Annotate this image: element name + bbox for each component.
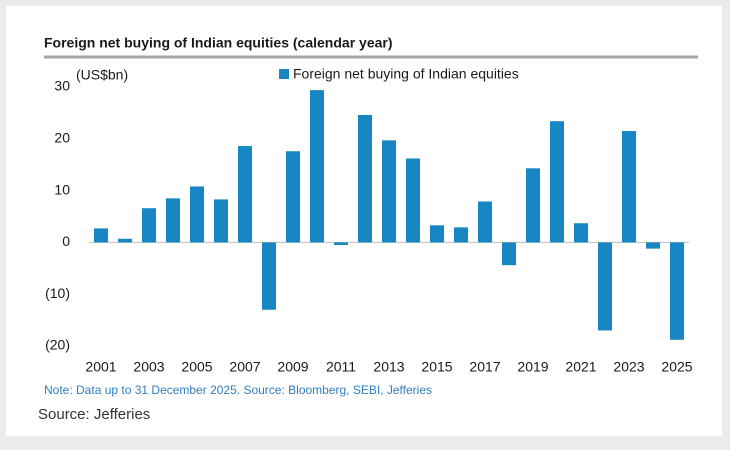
bar [670,242,684,340]
chart-title: Foreign net buying of Indian equities (c… [44,35,393,51]
bar [478,201,492,243]
y-tick-label: 10 [54,181,70,197]
x-tick-label: 2005 [181,359,212,375]
bar [286,151,300,243]
x-tick-label: 2015 [421,359,452,375]
bar [598,242,612,331]
bar [310,90,324,243]
y-tick-label: 0 [62,233,70,249]
source: Source: Jefferies [38,406,150,423]
bar [358,114,372,243]
bar [502,242,516,266]
bar [142,208,156,243]
y-tick-label: (20) [45,337,70,353]
bar [190,186,204,243]
y-tick-label: 30 [54,78,70,94]
bar [574,223,588,243]
bar [430,225,444,243]
y-axis-label: (US$bn) [76,67,128,83]
bar [526,168,540,243]
y-tick-label: 20 [54,130,70,146]
x-tick-label: 2007 [229,359,260,375]
bar [262,242,276,310]
x-tick-label: 2013 [373,359,404,375]
bar [166,198,180,243]
bar [550,121,564,243]
x-tick-label: 2025 [661,359,692,375]
x-tick-label: 2011 [326,359,356,375]
bar [622,131,636,243]
bar [94,228,108,243]
bar [454,227,468,243]
bar [646,242,660,249]
bar [118,238,132,243]
bar [214,199,228,243]
bar [334,242,348,245]
bar [406,158,420,243]
x-tick-label: 2017 [469,359,500,375]
x-tick-label: 2009 [277,359,308,375]
bar [238,146,252,243]
note: Note: Data up to 31 December 2025. Sourc… [44,383,432,397]
y-tick-label: (10) [45,285,70,301]
x-tick-label: 2003 [133,359,164,375]
x-tick-label: 2021 [565,359,596,375]
x-tick-label: 2001 [85,359,116,375]
legend-swatch [279,69,289,79]
bar [382,140,396,243]
x-tick-label: 2023 [613,359,644,375]
legend-label: Foreign net buying of Indian equities [293,66,519,82]
x-tick-label: 2019 [517,359,548,375]
